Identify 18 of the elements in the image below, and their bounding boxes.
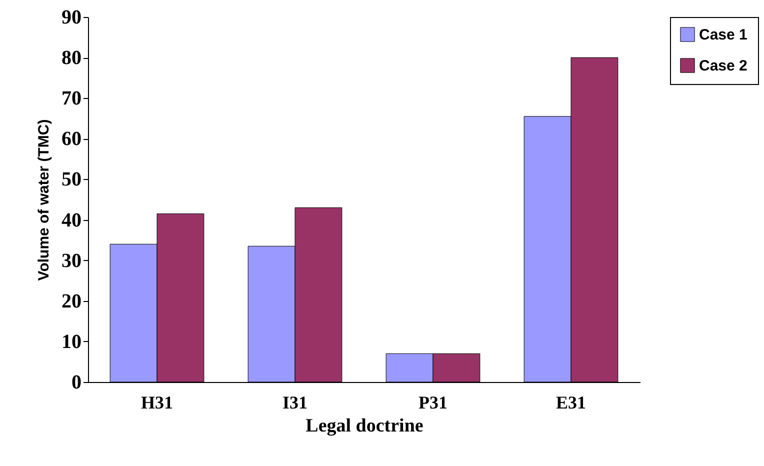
y-tick-label: 30 — [62, 250, 82, 272]
x-tick-label: H31 — [140, 392, 174, 412]
y-tick-label: 20 — [62, 290, 82, 312]
y-tick-label: 80 — [62, 47, 82, 70]
y-tick-label: 70 — [62, 88, 82, 110]
x-tick-label: P31 — [418, 392, 448, 412]
x-tick-label: E31 — [556, 392, 586, 412]
x-tick-label: I31 — [282, 392, 308, 412]
y-tick-label: 90 — [62, 6, 82, 28]
legend-label: Case 1 — [699, 26, 748, 44]
y-tick-label: 0 — [72, 372, 82, 394]
x-axis-title: Legal doctrine — [306, 416, 424, 436]
y-tick-label: 40 — [62, 209, 82, 232]
y-tick-label: 10 — [62, 330, 82, 353]
y-axis-title: Volume of water (TMC) — [36, 119, 52, 281]
legend-label: Case 2 — [699, 58, 748, 74]
y-tick-label: 60 — [62, 128, 82, 150]
y-tick-label: 50 — [62, 168, 82, 191]
